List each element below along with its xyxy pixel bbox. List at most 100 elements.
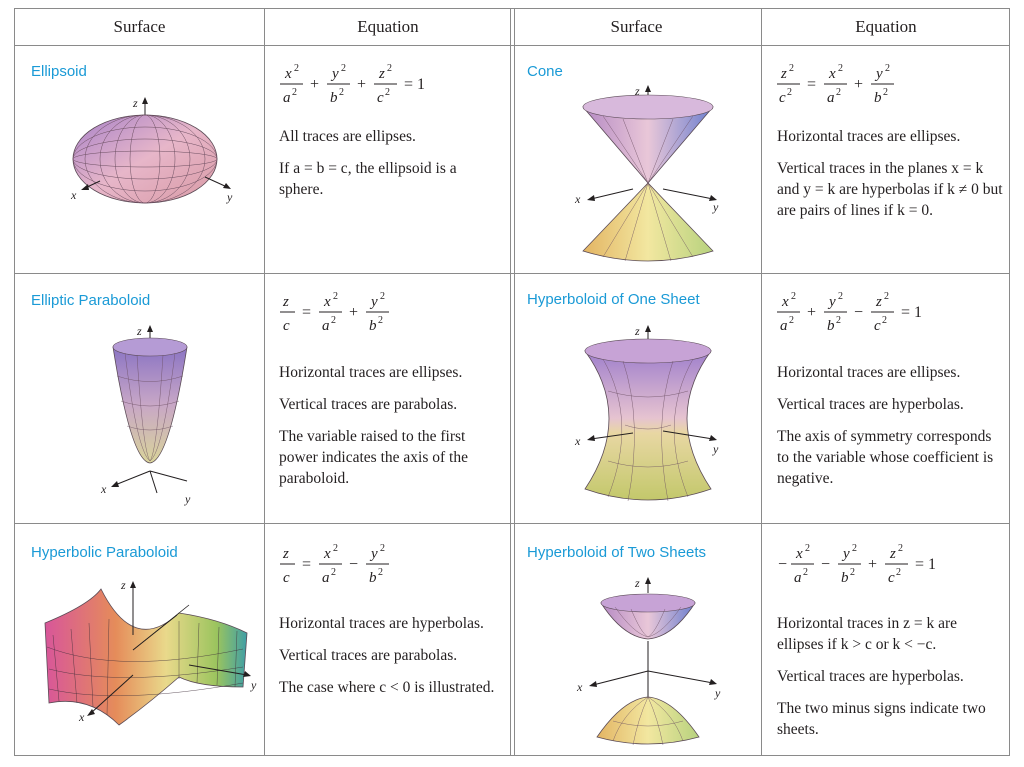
hyperboloid-one-axis-note: The axis of symmetry corresponds to the … — [777, 428, 994, 487]
axis-label-z: z — [634, 84, 640, 98]
center-divider-a — [510, 9, 511, 755]
svg-text:=: = — [302, 556, 311, 573]
svg-text:2: 2 — [791, 291, 796, 302]
header-surface-right: Surface — [610, 17, 663, 36]
svg-text:z: z — [780, 66, 787, 82]
hyperboloid-two-horizontal-note: Horizontal traces in z = k are ellipses … — [777, 615, 958, 653]
axis-label-z: z — [132, 96, 138, 110]
quadric-surfaces-table: Surface Equation Surface Equation Ellips… — [14, 8, 1010, 756]
svg-text:2: 2 — [333, 291, 338, 302]
svg-text:z: z — [875, 294, 882, 310]
svg-text:z: z — [282, 294, 289, 310]
svg-text:c: c — [283, 570, 290, 586]
hyperboloid-two-vertical-note: Vertical traces are hyperbolas. — [777, 668, 964, 685]
axis-label-x: x — [574, 434, 581, 448]
svg-text:b: b — [841, 570, 849, 586]
svg-text:2: 2 — [292, 87, 297, 98]
elliptic-paraboloid-axis-note: The variable raised to the first power i… — [279, 428, 468, 487]
svg-text:b: b — [369, 318, 377, 334]
hyperboloid-one-horizontal-note: Horizontal traces are ellipses. — [777, 364, 961, 381]
svg-text:+: + — [357, 76, 366, 93]
header-divider — [15, 45, 1009, 46]
ellipsoid-figure: z x y — [70, 96, 233, 204]
svg-text:x: x — [323, 294, 331, 310]
svg-text:2: 2 — [838, 63, 843, 74]
svg-text:c: c — [779, 90, 786, 106]
description-elliptic-paraboloid: Horizontal traces are ellipses. Vertical… — [279, 362, 503, 500]
svg-text:x: x — [781, 294, 789, 310]
cone-figure: z x y — [574, 84, 719, 262]
svg-text:2: 2 — [787, 87, 792, 98]
axis-label-y: y — [226, 190, 233, 204]
header-equation-left: Equation — [357, 17, 419, 36]
header-surface-left: Surface — [113, 17, 166, 36]
svg-text:−: − — [778, 556, 787, 573]
svg-text:2: 2 — [387, 63, 392, 74]
hyperboloid-one-sheet-figure: z x y — [574, 324, 719, 502]
svg-text:2: 2 — [852, 543, 857, 554]
svg-text:−: − — [854, 304, 863, 321]
svg-text:=: = — [302, 304, 311, 321]
svg-text:2: 2 — [789, 63, 794, 74]
hyperboloid-two-sheets-figure: z x y — [576, 576, 721, 746]
svg-text:2: 2 — [850, 567, 855, 578]
svg-text:= 1: = 1 — [404, 76, 425, 93]
svg-text:2: 2 — [331, 315, 336, 326]
axis-label-z: z — [120, 578, 126, 592]
axis-label-x: x — [78, 710, 85, 724]
axis-label-z: z — [136, 324, 142, 338]
axis-label-y: y — [184, 492, 191, 506]
axis-label-y: y — [250, 678, 257, 692]
surface-name-hyperboloid-one-sheet: Hyperboloid of One Sheet — [527, 291, 700, 308]
svg-text:+: + — [807, 304, 816, 321]
svg-text:2: 2 — [378, 315, 383, 326]
svg-text:=: = — [807, 76, 816, 93]
svg-text:2: 2 — [378, 567, 383, 578]
svg-text:2: 2 — [341, 63, 346, 74]
svg-text:2: 2 — [803, 567, 808, 578]
svg-text:x: x — [795, 546, 803, 562]
svg-text:b: b — [330, 90, 338, 106]
column-divider-1 — [264, 9, 265, 755]
description-ellipsoid: All traces are ellipses. If a = b = c, t… — [279, 126, 501, 211]
surface-name-elliptic-paraboloid: Elliptic Paraboloid — [31, 292, 151, 309]
hyperbolic-paraboloid-case-note: The case where c < 0 is illustrated. — [279, 679, 495, 696]
cone-horizontal-note: Horizontal traces are ellipses. — [777, 128, 961, 145]
svg-text:c: c — [874, 318, 881, 334]
surface-name-ellipsoid: Ellipsoid — [31, 63, 87, 80]
description-hyperboloid-two-sheets: Horizontal traces in z = k are ellipses … — [777, 613, 1003, 751]
svg-text:z: z — [889, 546, 896, 562]
svg-text:b: b — [874, 90, 882, 106]
axis-label-y: y — [712, 200, 719, 214]
surface-name-hyperbolic-paraboloid: Hyperbolic Paraboloid — [31, 544, 178, 561]
axis-label-x: x — [576, 680, 583, 694]
axis-label-y: y — [714, 686, 721, 700]
svg-text:2: 2 — [884, 291, 889, 302]
svg-text:a: a — [322, 570, 330, 586]
svg-text:2: 2 — [883, 87, 888, 98]
svg-text:2: 2 — [339, 87, 344, 98]
row-divider-2 — [15, 523, 1009, 524]
svg-text:2: 2 — [805, 543, 810, 554]
axis-label-z: z — [634, 576, 640, 590]
svg-text:+: + — [349, 304, 358, 321]
description-hyperbolic-paraboloid: Horizontal traces are hyperbolas. Vertic… — [279, 613, 501, 709]
surface-name-hyperboloid-two-sheets: Hyperboloid of Two Sheets — [527, 544, 706, 561]
cone-vertical-note: Vertical traces in the planes x = k and … — [777, 160, 1003, 219]
svg-text:z: z — [378, 66, 385, 82]
axis-label-z: z — [634, 324, 640, 338]
elliptic-paraboloid-vertical-note: Vertical traces are parabolas. — [279, 396, 458, 413]
svg-text:y: y — [369, 294, 378, 310]
axis-label-x: x — [70, 188, 77, 202]
surface-name-cone: Cone — [527, 63, 563, 80]
svg-text:c: c — [888, 570, 895, 586]
svg-text:x: x — [828, 66, 836, 82]
hyperbolic-paraboloid-figure: z x y — [44, 578, 257, 726]
svg-text:y: y — [369, 546, 378, 562]
svg-text:−: − — [821, 556, 830, 573]
svg-text:x: x — [284, 66, 292, 82]
